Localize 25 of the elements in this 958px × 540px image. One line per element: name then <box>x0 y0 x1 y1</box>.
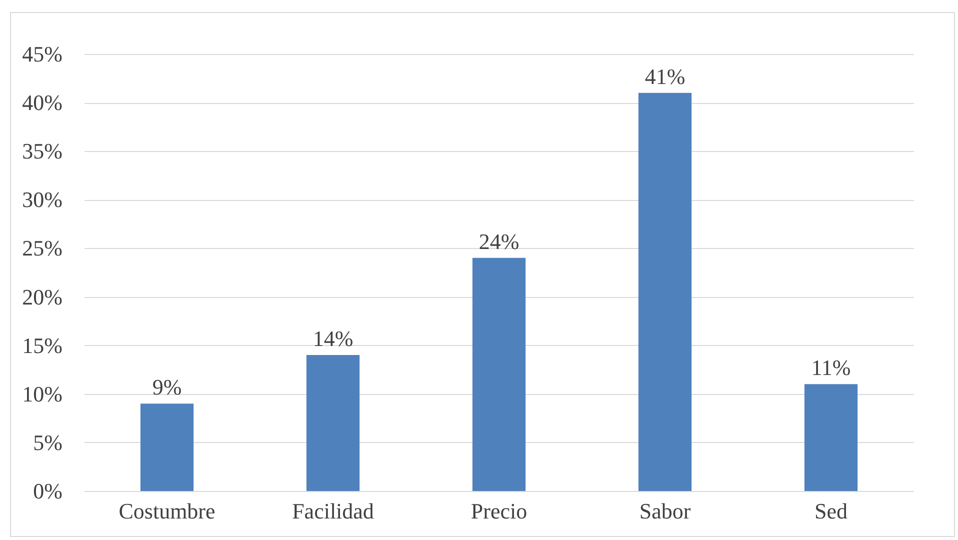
bar <box>638 92 692 491</box>
bar <box>140 404 194 491</box>
y-tick-label: 5% <box>33 430 62 455</box>
data-label: 11% <box>811 355 851 380</box>
x-tick-label: Facilidad <box>292 498 374 524</box>
y-tick-label: 25% <box>22 236 62 261</box>
y-tick-label: 40% <box>22 90 62 116</box>
y-tick-label: 15% <box>22 332 62 358</box>
y-tick-label: 45% <box>22 42 62 66</box>
bar <box>804 384 858 491</box>
data-label: 14% <box>312 326 354 352</box>
y-tick-label: 0% <box>33 478 62 504</box>
x-tick-label: Sabor <box>639 498 692 524</box>
y-tick-label: 20% <box>22 284 62 310</box>
bar <box>306 355 360 491</box>
data-label: 9% <box>152 374 182 400</box>
x-tick-label: Costumbre <box>118 498 216 524</box>
y-tick-label: 30% <box>22 187 62 212</box>
y-tick-label: 10% <box>22 381 62 406</box>
data-label: 24% <box>478 228 520 254</box>
x-tick-label: Sed <box>814 498 848 524</box>
x-tick-label: Precio <box>470 498 528 524</box>
bar <box>472 258 526 491</box>
data-label: 41% <box>644 64 686 89</box>
y-tick-label: 35% <box>22 138 62 164</box>
